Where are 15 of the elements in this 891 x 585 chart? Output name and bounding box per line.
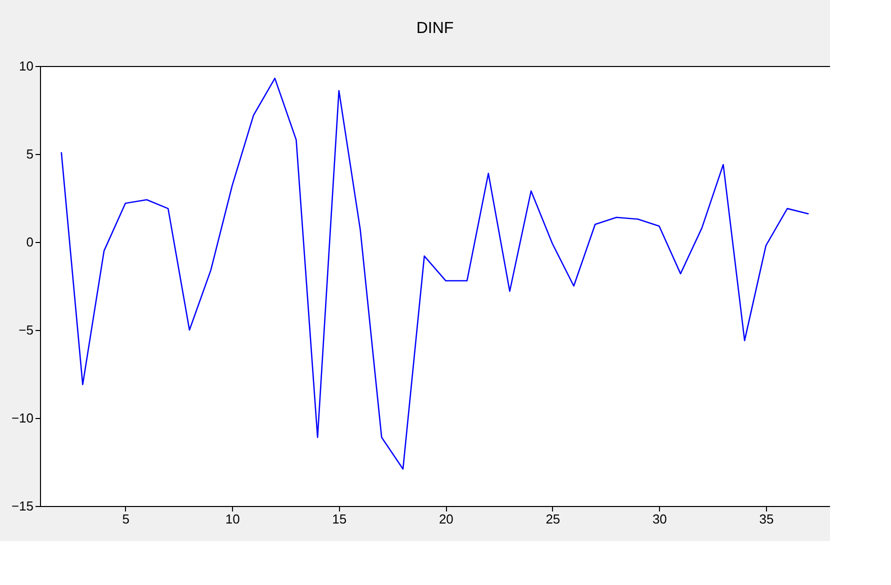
y-tick-label: −10 bbox=[11, 410, 34, 426]
x-tick-label: 5 bbox=[122, 512, 130, 526]
x-tick-label: 30 bbox=[652, 512, 667, 526]
y-tick-label: 0 bbox=[26, 234, 34, 250]
line-series bbox=[60, 78, 810, 470]
x-tick-label: 20 bbox=[438, 512, 454, 526]
y-tick-label: 5 bbox=[26, 146, 34, 162]
y-tick-label: −5 bbox=[18, 322, 34, 338]
x-tick-label: 35 bbox=[759, 512, 774, 526]
x-tick-label: 15 bbox=[332, 512, 347, 526]
x-tick-label: 10 bbox=[225, 512, 240, 526]
chart-title: DINF bbox=[416, 20, 454, 37]
x-tick-label: 25 bbox=[546, 512, 560, 526]
y-tick-label: −15 bbox=[11, 498, 34, 514]
y-tick-label: 10 bbox=[19, 58, 34, 74]
